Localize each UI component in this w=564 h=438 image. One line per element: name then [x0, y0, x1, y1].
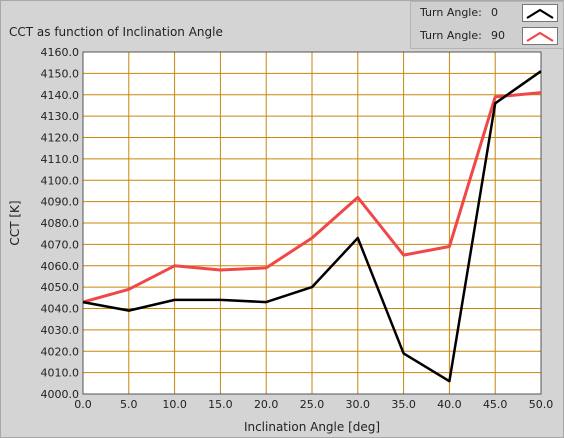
x-tick-label: 25.0 [300, 398, 325, 411]
grid [82, 51, 542, 395]
series-lines [82, 70, 542, 383]
y-tick-label: 4010.0 [41, 367, 80, 380]
legend-swatch-series-1[interactable] [522, 27, 558, 45]
y-tick-label: 4040.0 [41, 303, 80, 316]
tick-labels: 0.0 5.0 10.0 15.0 20.0 25.0 30.0 35.0 40.0 45.0 50… [41, 46, 554, 411]
x-tick-label: 45.0 [483, 398, 508, 411]
y-tick-label: 4160.0 [41, 46, 80, 59]
x-tick-label: 30.0 [346, 398, 371, 411]
x-tick-label: 10.0 [162, 398, 187, 411]
legend-value-series-0: 0 [491, 6, 498, 19]
series-line-1 [82, 91, 542, 304]
legend-item-series-0[interactable]: Turn Angle: 0 [411, 2, 563, 25]
legend-label-series-1: Turn Angle: [420, 29, 482, 42]
legend-label-series-0: Turn Angle: [420, 6, 482, 19]
y-tick-label: 4000.0 [41, 388, 80, 401]
x-tick-label: 0.0 [74, 398, 92, 411]
plot-border [82, 51, 542, 395]
series-line-0 [82, 70, 542, 383]
x-tick-label: 50.0 [529, 398, 554, 411]
y-tick-label: 4020.0 [41, 345, 80, 358]
x-tick-label: 20.0 [254, 398, 279, 411]
y-axis-label: CCT [K] [8, 200, 22, 245]
y-tick-label: 4060.0 [41, 260, 80, 273]
x-tick-label: 5.0 [120, 398, 138, 411]
y-tick-label: 4050.0 [41, 281, 80, 294]
y-tick-label: 4120.0 [41, 132, 80, 145]
y-tick-label: 4130.0 [41, 110, 80, 123]
y-tick-label: 4140.0 [41, 89, 80, 102]
y-tick-label: 4080.0 [41, 217, 80, 230]
x-tick-label: 15.0 [208, 398, 233, 411]
legend-value-series-1: 90 [491, 29, 505, 42]
y-tick-label: 4030.0 [41, 324, 80, 337]
y-tick-label: 4070.0 [41, 238, 80, 251]
legend-swatch-series-0[interactable] [522, 4, 558, 22]
chart-title: CCT as function of Inclination Angle [9, 25, 223, 39]
legend-item-series-1[interactable]: Turn Angle: 90 [411, 25, 563, 48]
x-axis-label: Inclination Angle [deg] [244, 420, 380, 434]
y-tick-label: 4090.0 [41, 196, 80, 209]
y-tick-label: 4150.0 [41, 67, 80, 80]
x-tick-label: 40.0 [437, 398, 462, 411]
x-tick-label: 35.0 [391, 398, 416, 411]
y-tick-label: 4110.0 [41, 153, 80, 166]
y-tick-label: 4100.0 [41, 174, 80, 187]
